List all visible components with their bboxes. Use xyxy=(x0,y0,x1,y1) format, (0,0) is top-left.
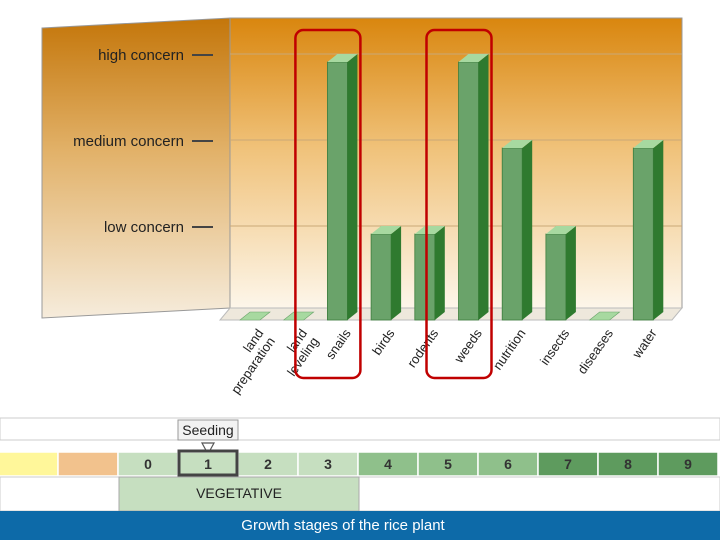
x-label-nutrition: nutrition xyxy=(490,326,529,372)
bar-top-snails xyxy=(327,54,358,62)
bar-top-birds xyxy=(371,226,402,234)
bar-weeds xyxy=(458,54,489,321)
y-label-medium-concern: medium concern xyxy=(73,133,184,150)
stage-cell-0: 0 xyxy=(117,451,179,477)
stage-cell-1: 1 xyxy=(177,451,239,477)
stage-cell-6: 6 xyxy=(477,451,539,477)
x-label-rodents: rodents xyxy=(404,326,441,371)
bar-nutrition xyxy=(501,140,533,321)
x-label-birds: birds xyxy=(369,326,398,358)
stage-1-frame xyxy=(177,449,239,477)
stage-number-6: 6 xyxy=(504,456,512,472)
bar-rodents xyxy=(414,226,445,321)
bar-side-birds xyxy=(391,226,402,320)
bar-side-weeds xyxy=(478,54,489,320)
bar-front-birds xyxy=(370,233,392,321)
bar-top-rodents xyxy=(414,226,445,234)
phase-row xyxy=(0,476,720,512)
vegetative-band xyxy=(118,476,360,512)
stage-number-8: 8 xyxy=(624,456,632,472)
highlight-boxes xyxy=(294,28,493,380)
stage-cell-4: 4 xyxy=(357,451,419,477)
stage-number-0: 0 xyxy=(144,456,152,472)
bar-birds xyxy=(370,226,402,321)
bar-top-nutrition xyxy=(502,140,533,148)
seeding-tag xyxy=(177,419,239,441)
bar-front-nutrition xyxy=(501,147,523,321)
x-label-diseases: diseases xyxy=(574,326,616,377)
vegetative-label: VEGETATIVE xyxy=(196,485,282,501)
bar-top-land-preparation xyxy=(239,311,271,321)
bar-side-nutrition xyxy=(522,140,533,320)
bar-insects xyxy=(545,226,576,321)
footer-title: Growth stages of the rice plant xyxy=(241,517,445,534)
upper-band xyxy=(0,417,720,441)
bar-top-insects xyxy=(545,226,576,234)
y-label-low-concern: low concern xyxy=(104,219,184,236)
bars xyxy=(239,54,664,321)
highlight-weeds xyxy=(425,28,493,380)
footer-bar xyxy=(0,511,720,540)
bar-top-diseases xyxy=(588,311,621,321)
bar-front-water xyxy=(632,147,654,321)
back-wall xyxy=(229,17,683,309)
x-label-weeds: weeds xyxy=(451,326,486,367)
bar-side-insects xyxy=(565,226,576,320)
bar-top-water xyxy=(633,140,664,148)
bar-front-weeds xyxy=(458,61,479,321)
y-label-high-concern: high concern xyxy=(98,47,184,64)
highlight-snails xyxy=(294,28,362,380)
bar-side-rodents xyxy=(434,226,445,320)
stage-number-1: 1 xyxy=(204,456,212,472)
stage-cells: 0 1 2 3 4 5 6 7 8 9 xyxy=(0,451,719,477)
bar-land-leveling xyxy=(282,311,315,321)
bar-front-snails xyxy=(326,61,348,321)
stage-cell-7: 7 xyxy=(537,451,599,477)
stage-cell-blank-0 xyxy=(0,451,59,477)
bar-top-land-leveling xyxy=(282,311,315,321)
seeding-label: Seeding xyxy=(182,422,233,438)
stage-cell-9: 9 xyxy=(657,451,719,477)
x-label-insects: insects xyxy=(537,326,573,368)
x-label-snails: snails xyxy=(322,326,354,362)
bar-land-preparation xyxy=(239,311,271,321)
stage-cell-5: 5 xyxy=(417,451,479,477)
stage-number-2: 2 xyxy=(264,456,272,472)
seeding-marker-icon xyxy=(200,442,216,456)
stage-cell-3: 3 xyxy=(297,451,359,477)
bar-top-weeds xyxy=(458,54,489,62)
bar-diseases xyxy=(588,311,621,321)
stage-cell-2: 2 xyxy=(237,451,299,477)
x-label-water: water xyxy=(629,326,660,362)
x-label-land-leveling: landleveling xyxy=(273,326,322,379)
stage-number-7: 7 xyxy=(564,456,572,472)
bar-front-rodents xyxy=(414,233,436,321)
stage-number-4: 4 xyxy=(384,456,392,472)
gridlines xyxy=(230,53,682,227)
bar-snails xyxy=(326,54,358,321)
stage-number-9: 9 xyxy=(684,456,692,472)
x-axis-labels: landpreparation landleveling snails birds ro… xyxy=(216,326,660,397)
x-label-land-preparation: landpreparation xyxy=(216,326,277,397)
y-axis: low concern medium concern high concern xyxy=(73,47,213,236)
bar-front-insects xyxy=(545,233,567,321)
stage-cell-8: 8 xyxy=(597,451,659,477)
bar-side-water xyxy=(653,140,664,320)
stage-cell-blank-1 xyxy=(57,451,119,477)
growth-stage-strip: Seeding 0 1 2 3 4 5 6 7 8 9 VEGETATIVE Growth sta… xyxy=(0,417,720,540)
stage-number-5: 5 xyxy=(444,456,452,472)
bar-side-snails xyxy=(347,54,358,320)
plot-background xyxy=(41,17,684,321)
bar-water xyxy=(632,140,664,321)
stage-number-3: 3 xyxy=(324,456,332,472)
